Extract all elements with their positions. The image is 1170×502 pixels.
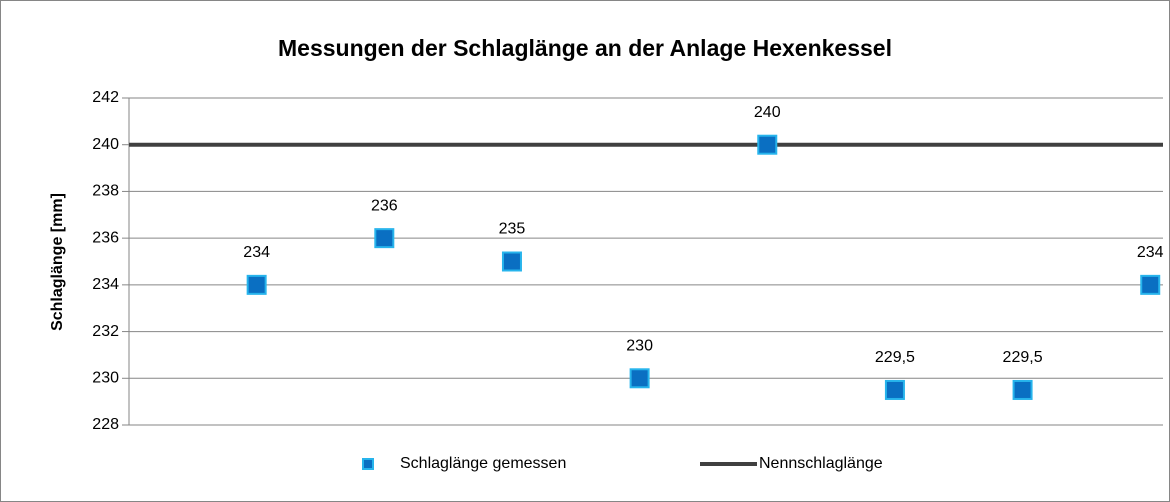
- data-label: 229,5: [1003, 349, 1043, 366]
- legend-label: Nennschlaglänge: [759, 455, 883, 472]
- scatter-point: [501, 251, 522, 272]
- scatter-point: [629, 368, 650, 389]
- scatter-point: [246, 274, 267, 295]
- data-label: 234: [243, 244, 270, 261]
- data-label: 234: [1137, 244, 1164, 261]
- y-tick-label: 228: [92, 416, 119, 433]
- y-tick-label: 242: [92, 89, 119, 106]
- legend-marker: [362, 458, 374, 470]
- scatter-point: [757, 134, 778, 155]
- y-axis-label: Schlaglänge [mm]: [49, 193, 66, 331]
- scatter-point: [1012, 379, 1033, 400]
- data-label: 236: [371, 197, 398, 214]
- data-label: 240: [754, 104, 781, 121]
- legend-label: Schlaglänge gemessen: [400, 455, 566, 472]
- y-tick-label: 240: [92, 136, 119, 153]
- data-label: 230: [626, 338, 653, 355]
- data-label: 229,5: [875, 349, 915, 366]
- scatter-point: [1140, 274, 1161, 295]
- y-tick-label: 234: [92, 276, 119, 293]
- data-label: 235: [499, 221, 526, 238]
- scatter-point: [374, 228, 395, 249]
- scatter-point: [884, 379, 905, 400]
- chart-title: Messungen der Schlaglänge an der Anlage …: [278, 35, 892, 61]
- y-tick-label: 230: [92, 370, 119, 387]
- y-tick-label: 238: [92, 183, 119, 200]
- y-tick-label: 232: [92, 323, 119, 340]
- y-tick-label: 236: [92, 229, 119, 246]
